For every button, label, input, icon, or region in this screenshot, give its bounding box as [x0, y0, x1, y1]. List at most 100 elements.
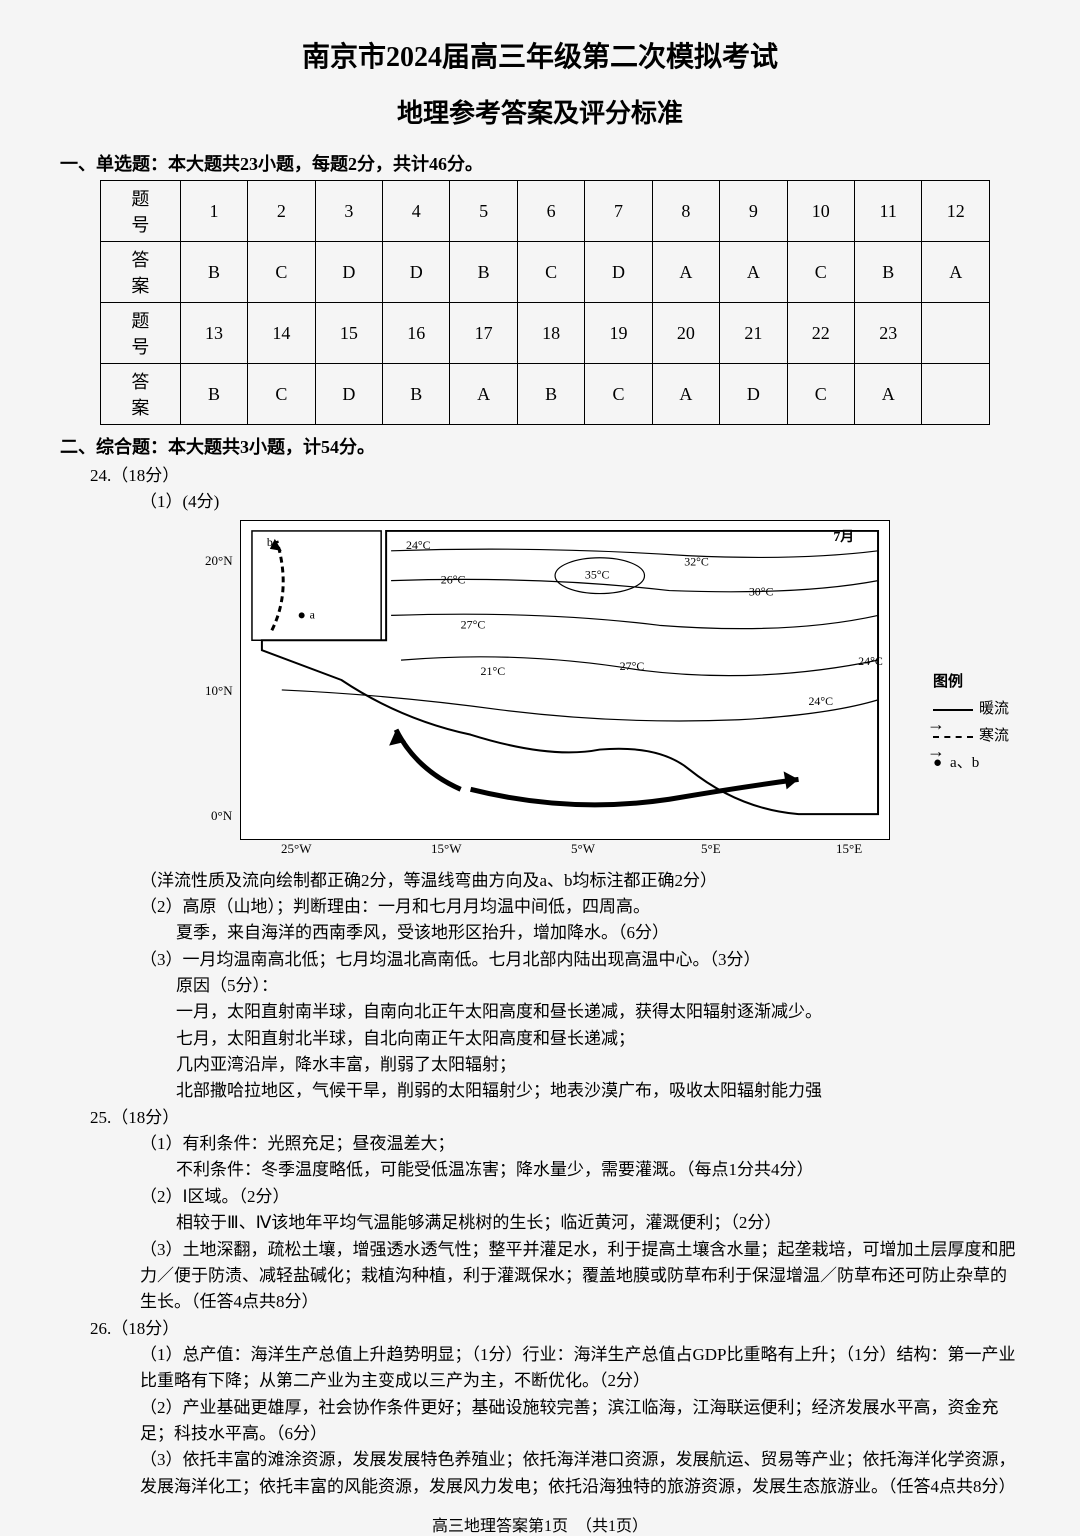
cell: 答 案 — [101, 364, 181, 425]
cell: 4 — [383, 181, 450, 242]
svg-text:27°C: 27°C — [461, 617, 486, 631]
ylabel: 20°N — [205, 551, 233, 571]
q26-p3: （3）依托丰富的滩涂资源，发展发展特色养殖业；依托海洋港口资源，发展航运、贸易等… — [140, 1447, 1020, 1500]
cell: 答 案 — [101, 242, 181, 303]
map-legend: 图例 暖流 寒流 ●a、b — [933, 671, 1009, 780]
q25-p2-1: （2）Ⅰ区域。（2分） — [140, 1184, 1020, 1210]
svg-text:35°C: 35°C — [585, 567, 610, 581]
cell: 19 — [585, 303, 652, 364]
cell: 18 — [517, 303, 584, 364]
cell: A — [450, 364, 517, 425]
q25-p3: （3）土地深翻，疏松土壤，增强透水透气性；整平并灌足水，利于提高土壤含水量；起垄… — [140, 1237, 1020, 1316]
cell — [922, 364, 990, 425]
cell: 5 — [450, 181, 517, 242]
cell: 10 — [787, 181, 854, 242]
map-figure: a b 24°C 26°C 27°C 35°C 32°C 30°C 27°C — [240, 520, 890, 840]
q25-p1-1: （1）有利条件：光照充足；昼夜温差大； — [140, 1131, 1020, 1157]
cell: 3 — [315, 181, 382, 242]
cell: 11 — [854, 181, 921, 242]
cell: 6 — [517, 181, 584, 242]
cell: 13 — [180, 303, 247, 364]
svg-text:26°C: 26°C — [441, 572, 466, 586]
xlabel: 25°W — [281, 839, 311, 859]
cell: D — [585, 242, 652, 303]
cell: B — [383, 364, 450, 425]
cell: A — [854, 364, 921, 425]
cell — [922, 303, 990, 364]
section1-header: 一、单选题：本大题共23小题，每题2分，共计46分。 — [60, 150, 1020, 176]
svg-text:32°C: 32°C — [684, 554, 709, 568]
svg-text:21°C: 21°C — [481, 664, 506, 678]
cell: 2 — [248, 181, 315, 242]
answer-table: 题 号 1 2 3 4 5 6 7 8 9 10 11 12 答 案 B C D… — [100, 180, 990, 425]
q26-p2: （2）产业基础更雄厚，社会协作条件更好；基础设施较完善；滨江临海，江海联运便利；… — [140, 1395, 1020, 1448]
cell: A — [720, 242, 787, 303]
q24-p1: （1）(4分) — [140, 489, 1020, 515]
q25-p1-2: 不利条件：冬季温度略低，可能受低温冻害；降水量少，需要灌溉。（每点1分共4分） — [140, 1157, 1020, 1183]
q26-num: 26.（18分） — [90, 1316, 1020, 1342]
ylabel: 10°N — [205, 681, 233, 701]
cell: 14 — [248, 303, 315, 364]
cell: C — [517, 242, 584, 303]
cell: 22 — [787, 303, 854, 364]
q26-p1: （1）总产值：海洋生产总值上升趋势明显；（1分）行业：海洋生产总值占GDP比重略… — [140, 1342, 1020, 1395]
cell: B — [180, 364, 247, 425]
q25-p2-2: 相较于Ⅲ、Ⅳ该地年平均气温能够满足桃树的生长；临近黄河，灌溉便利；（2分） — [140, 1210, 1020, 1236]
xlabel: 15°W — [431, 839, 461, 859]
cell: 16 — [383, 303, 450, 364]
table-row: 题 号 13 14 15 16 17 18 19 20 21 22 23 — [101, 303, 990, 364]
svg-text:24°C: 24°C — [808, 694, 833, 708]
cell: 7 — [585, 181, 652, 242]
xlabel: 5°W — [571, 839, 595, 859]
table-row: 答 案 B C D D B C D A A C B A — [101, 242, 990, 303]
cell: C — [248, 242, 315, 303]
svg-text:30°C: 30°C — [749, 584, 774, 598]
cell: 12 — [922, 181, 990, 242]
cell: 20 — [652, 303, 719, 364]
svg-text:b: b — [267, 535, 273, 549]
cell: C — [585, 364, 652, 425]
page-footer: 高三地理答案第1页 （共1页） — [60, 1512, 1020, 1536]
q24-p2-2: 夏季，来自海洋的西南季风，受该地形区抬升，增加降水。（6分） — [140, 920, 1020, 946]
cell: A — [922, 242, 990, 303]
cell: B — [180, 242, 247, 303]
cell: A — [652, 364, 719, 425]
cell: 21 — [720, 303, 787, 364]
legend-warm: 暖流 — [979, 698, 1009, 721]
q24-p2-1: （2）高原（山地）；判断理由：一月和七月月均温中间低，四周高。 — [140, 894, 1020, 920]
cell: 8 — [652, 181, 719, 242]
table-row: 答 案 B C D B A B C A D C A — [101, 364, 990, 425]
cell: 1 — [180, 181, 247, 242]
q24-p3-4: 七月，太阳直射北半球，自北向南正午太阳高度和昼长递减； — [140, 1026, 1020, 1052]
cell: 23 — [854, 303, 921, 364]
cell: 题 号 — [101, 181, 181, 242]
svg-text:24°C: 24°C — [858, 654, 883, 668]
cell: D — [383, 242, 450, 303]
cell: C — [787, 242, 854, 303]
title-sub: 地理参考答案及评分标准 — [60, 93, 1020, 130]
svg-text:a: a — [310, 607, 316, 621]
ylabel: 0°N — [211, 806, 232, 826]
title-main: 南京市2024届高三年级第二次模拟考试 — [60, 35, 1020, 75]
q24-p3-5: 几内亚湾沿岸，降水丰富，削弱了太阳辐射； — [140, 1052, 1020, 1078]
cell: 题 号 — [101, 303, 181, 364]
cell: B — [854, 242, 921, 303]
cell: A — [652, 242, 719, 303]
cell: C — [787, 364, 854, 425]
cell: D — [720, 364, 787, 425]
cell: D — [315, 364, 382, 425]
cold-current-icon — [933, 736, 973, 738]
legend-ab: a、b — [950, 752, 979, 775]
legend-title: 图例 — [933, 671, 1009, 694]
q24-p3-3: 一月，太阳直射南半球，自南向北正午太阳高度和昼长递减，获得太阳辐射逐渐减少。 — [140, 999, 1020, 1025]
svg-text:7月: 7月 — [833, 529, 854, 545]
cell: B — [517, 364, 584, 425]
xlabel: 15°E — [836, 839, 862, 859]
table-row: 题 号 1 2 3 4 5 6 7 8 9 10 11 12 — [101, 181, 990, 242]
cell: 17 — [450, 303, 517, 364]
svg-text:24°C: 24°C — [406, 538, 431, 552]
cell: 15 — [315, 303, 382, 364]
cell: B — [450, 242, 517, 303]
q25-num: 25.（18分） — [90, 1105, 1020, 1131]
q24-p3-1: （3）一月均温南高北低；七月均温北高南低。七月北部内陆出现高温中心。（3分） — [140, 947, 1020, 973]
